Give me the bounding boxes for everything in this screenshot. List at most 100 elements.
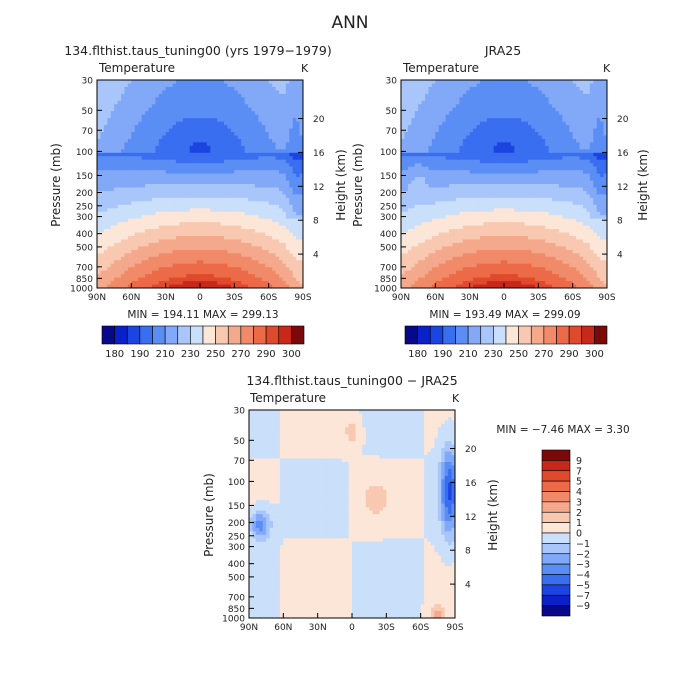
field-cell xyxy=(241,135,246,140)
field-cell xyxy=(237,236,242,240)
field-cell xyxy=(241,208,246,213)
field-cell xyxy=(445,111,450,116)
field-cell xyxy=(244,132,249,136)
field-cell xyxy=(138,90,143,95)
field-cell xyxy=(510,114,515,119)
field-cell xyxy=(282,111,287,116)
field-cell xyxy=(299,284,304,289)
field-cell xyxy=(230,215,235,220)
field-cell xyxy=(179,267,184,272)
field-cell xyxy=(141,100,146,105)
field-cell xyxy=(162,173,167,178)
field-cell xyxy=(224,242,228,247)
field-cell xyxy=(241,267,246,272)
field-cell xyxy=(189,232,194,237)
field-cell xyxy=(103,215,108,220)
field-cell xyxy=(121,135,125,140)
field-cell xyxy=(148,83,153,88)
field-cell xyxy=(175,277,180,282)
field-cell xyxy=(510,93,515,98)
field-cell xyxy=(265,159,270,164)
field-cell xyxy=(193,163,197,168)
field-cell xyxy=(292,274,297,278)
field-cell xyxy=(213,260,218,265)
field-cell xyxy=(186,97,191,102)
field-cell xyxy=(189,152,194,157)
field-cell xyxy=(182,274,187,278)
y-tick-label: 150 xyxy=(76,172,93,182)
field-cell xyxy=(182,190,187,195)
field-cell xyxy=(169,204,173,209)
field-cell xyxy=(169,83,173,88)
field-cell xyxy=(169,97,173,102)
field-cell xyxy=(206,111,211,116)
field-cell xyxy=(572,149,577,154)
field-cell xyxy=(100,170,105,174)
field-cell xyxy=(193,274,197,278)
field-cell xyxy=(165,277,170,282)
field-cell xyxy=(230,163,235,168)
field-cell xyxy=(244,177,249,181)
field-cell xyxy=(254,156,259,161)
field-cell xyxy=(203,177,208,181)
field-cell xyxy=(210,236,215,240)
field-cell xyxy=(121,253,125,258)
y-tick-label: 400 xyxy=(76,230,93,240)
field-cell xyxy=(213,281,218,285)
field-cell xyxy=(278,152,283,157)
field-cell xyxy=(234,121,239,126)
field-cell xyxy=(155,218,160,223)
field-cell xyxy=(107,132,112,136)
field-cell xyxy=(179,80,184,84)
field-cell xyxy=(254,204,259,209)
field-cell xyxy=(138,277,143,282)
field-cell xyxy=(289,145,294,150)
panel-title: JRA25 xyxy=(484,43,521,58)
field-cell xyxy=(289,170,294,174)
field-cell xyxy=(486,121,491,126)
field-cell xyxy=(565,132,570,136)
field-cell xyxy=(248,163,252,168)
field-cell xyxy=(265,204,270,209)
field-cell xyxy=(234,208,239,213)
field-cell xyxy=(182,242,187,247)
field-cell xyxy=(193,277,197,282)
field-cell xyxy=(107,100,112,105)
field-cell xyxy=(114,232,118,237)
field-cell xyxy=(175,194,180,199)
field-cell xyxy=(289,83,294,88)
field-cell xyxy=(466,135,471,140)
field-cell xyxy=(275,281,280,285)
field-cell xyxy=(404,100,409,105)
field-cell xyxy=(162,260,167,265)
field-cell xyxy=(213,177,218,181)
field-cell xyxy=(148,215,153,220)
field-cell xyxy=(579,149,584,154)
field-cell xyxy=(268,156,273,161)
field-cell xyxy=(452,132,457,136)
field-cell xyxy=(459,107,464,112)
field-cell xyxy=(227,225,232,230)
field-cell xyxy=(282,159,287,164)
field-cell xyxy=(103,194,108,199)
field-cell xyxy=(531,121,536,126)
field-cell xyxy=(265,177,270,181)
field-cell xyxy=(272,125,276,129)
field-cell xyxy=(445,90,450,95)
field-cell xyxy=(421,104,426,109)
field-cell xyxy=(483,145,488,150)
field-cell xyxy=(193,281,197,285)
field-cell xyxy=(200,190,204,195)
field-cell xyxy=(244,121,249,126)
field-cell xyxy=(452,135,457,140)
field-cell xyxy=(237,132,242,136)
field-cell xyxy=(445,121,450,126)
field-cell xyxy=(186,107,191,112)
field-cell xyxy=(278,208,283,213)
field-cell xyxy=(155,225,160,230)
field-cell xyxy=(452,121,457,126)
field-cell xyxy=(200,177,204,181)
field-cell xyxy=(103,159,108,164)
field-cell xyxy=(603,97,608,102)
field-cell xyxy=(114,100,118,105)
